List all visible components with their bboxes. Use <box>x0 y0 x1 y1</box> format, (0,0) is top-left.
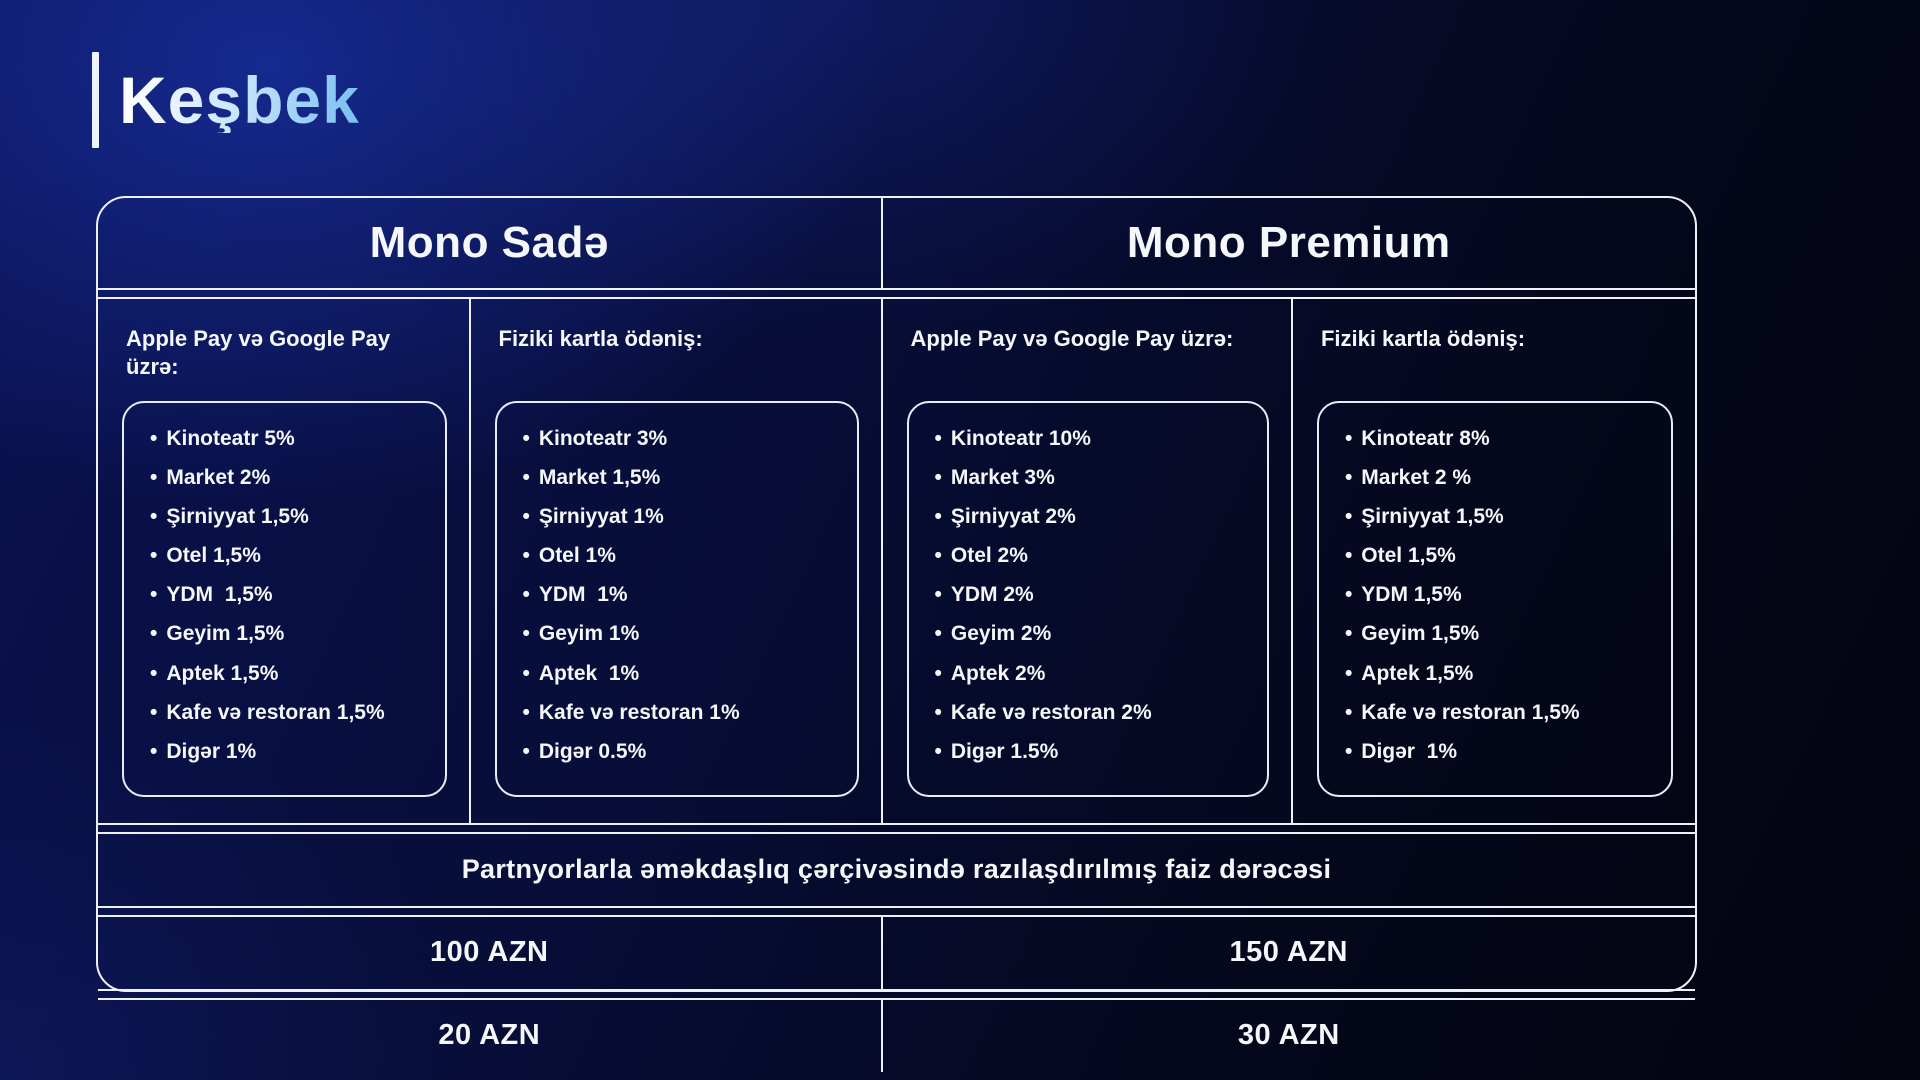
cashback-item: Kinoteatr 10% <box>935 427 1251 450</box>
cashback-item: Kinoteatr 3% <box>523 427 841 450</box>
cashback-item: Kafe və restoran 1% <box>523 701 841 724</box>
cashback-item: Kinoteatr 5% <box>150 427 429 450</box>
cashback-list: Kinoteatr 3% Market 1,5% Şirniyyat 1% Otel … <box>494 401 859 797</box>
cashback-item: Kinoteatr 8% <box>1345 427 1655 450</box>
cashback-item: Market 1,5% <box>523 466 841 489</box>
column-sade-applepay: Apple Pay və Google Pay üzrə: Kinoteatr … <box>98 299 469 823</box>
cashback-item: Otel 1% <box>523 544 841 567</box>
cashback-item: YDM 2% <box>935 583 1251 606</box>
column-heading: Fiziki kartla ödəniş: <box>498 326 703 351</box>
amount-premium-1: 150 AZN <box>880 916 1695 989</box>
cashback-item: Market 3% <box>935 466 1251 489</box>
row-divider <box>98 988 1695 1000</box>
amount-row-2: 20 AZN 30 AZN <box>98 999 1695 1072</box>
cashback-item: Geyim 1,5% <box>1345 622 1655 645</box>
cashback-item: YDM 1% <box>523 583 841 606</box>
cashback-item: Otel 1,5% <box>1345 544 1655 567</box>
cashback-item: Kafe və restoran 1,5% <box>150 701 429 724</box>
plan-header-row: Mono Sadə Mono Premium <box>98 198 1695 288</box>
cashback-item: YDM 1,5% <box>1345 583 1655 606</box>
column-heading: Apple Pay və Google Pay üzrə: <box>126 326 391 379</box>
row-divider <box>98 288 1695 299</box>
cashback-item: Market 2% <box>150 466 429 489</box>
cashback-item: Aptek 1,5% <box>150 662 429 685</box>
cashback-item: Aptek 1,5% <box>1345 662 1655 685</box>
cashback-item: Geyim 1% <box>523 622 841 645</box>
column-premium-applepay: Apple Pay və Google Pay üzrə: Kinoteatr … <box>880 299 1291 823</box>
cashback-table: Mono Sadə Mono Premium Apple Pay və Goog… <box>96 196 1697 1072</box>
column-heading: Apple Pay və Google Pay üzrə: <box>910 326 1234 351</box>
amount-premium-2: 30 AZN <box>880 999 1695 1072</box>
amount-sade-1: 100 AZN <box>430 936 549 969</box>
cashback-item: Aptek 2% <box>935 662 1251 685</box>
cashback-item: Digər 1% <box>150 740 429 763</box>
cashback-list: Kinoteatr 8% Market 2 % Şirniyyat 1,5% Otel… <box>1316 401 1673 797</box>
amount-sade-2: 20 AZN <box>438 1019 541 1052</box>
plan-header-mono-sade: Mono Sadə <box>369 218 609 267</box>
cashback-item: Şirniyyat 1% <box>523 505 841 528</box>
cashback-item: Kafe və restoran 1,5% <box>1345 701 1655 724</box>
amount-row-1: 100 AZN 150 AZN <box>98 916 1695 989</box>
page-title: Keşbek <box>119 63 360 137</box>
cashback-item: Geyim 1,5% <box>150 622 429 645</box>
cashback-item: Otel 1,5% <box>150 544 429 567</box>
cashback-item: Şirniyyat 1,5% <box>1345 505 1655 528</box>
cashback-item: Digər 1.5% <box>935 740 1251 763</box>
title-accent-bar <box>92 52 99 148</box>
cashback-item: Kafe və restoran 2% <box>935 701 1251 724</box>
cashback-item: YDM 1,5% <box>150 583 429 606</box>
cashback-item: Geyim 2% <box>935 622 1251 645</box>
column-sade-physical-card: Fiziki kartla ödəniş: Kinoteatr 3% Market… <box>468 299 881 823</box>
partner-note: Partnyorlarla əməkdaşlıq çərçivəsində ra… <box>461 854 1332 885</box>
cashback-content-row: Apple Pay və Google Pay üzrə: Kinoteatr … <box>98 299 1695 823</box>
cashback-item: Otel 2% <box>935 544 1251 567</box>
cashback-item: Digər 1% <box>1345 740 1655 763</box>
cashback-item: Digər 0.5% <box>523 740 841 763</box>
cashback-item: Market 2 % <box>1345 466 1655 489</box>
column-premium-physical-card: Fiziki kartla ödəniş: Kinoteatr 8% Market… <box>1290 299 1695 823</box>
title-block: Keşbek <box>92 52 360 148</box>
row-divider <box>98 822 1695 834</box>
cashback-item: Aptek 1% <box>523 662 841 685</box>
cashback-item: Şirniyyat 2% <box>935 505 1251 528</box>
cashback-list: Kinoteatr 10% Market 3% Şirniyyat 2% Otel 2… <box>906 401 1269 797</box>
partner-note-row: Partnyorlarla əməkdaşlıq çərçivəsində ra… <box>98 834 1695 906</box>
cashback-item: Şirniyyat 1,5% <box>150 505 429 528</box>
column-heading: Fiziki kartla ödəniş: <box>1320 326 1526 351</box>
cashback-list: Kinoteatr 5% Market 2% Şirniyyat 1,5% Otel … <box>122 401 447 797</box>
plan-header-mono-premium: Mono Premium <box>880 198 1695 288</box>
row-divider <box>98 905 1695 917</box>
